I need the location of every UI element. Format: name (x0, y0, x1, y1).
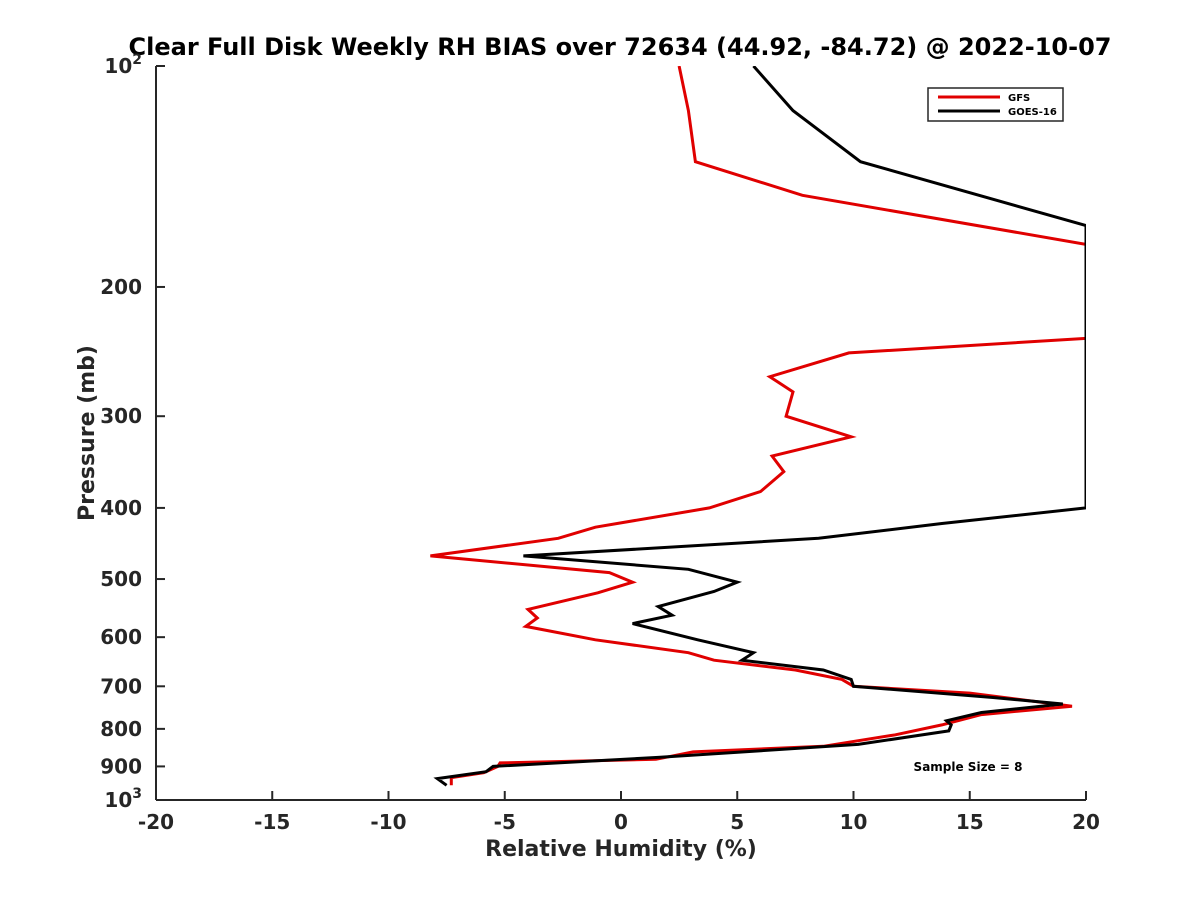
legend-label-goes-16: GOES-16 (1008, 107, 1057, 118)
y-tick-label: 900 (100, 754, 142, 778)
x-tick-label: -10 (370, 810, 406, 834)
axes-layer: -20 -15 -10 -5 0 5 10 15 20 102 200 300 400 500 600 700… (100, 52, 1100, 834)
chart-title: Clear Full Disk Weekly RH BIAS over 7263… (129, 33, 1112, 61)
x-tick-label: 20 (1072, 810, 1100, 834)
y-tick-label: 700 (100, 674, 142, 698)
x-tick-label: -20 (138, 810, 174, 834)
y-tick-label: 103 (104, 786, 142, 812)
y-tick-label: 500 (100, 567, 142, 591)
x-tick-label: -5 (494, 810, 516, 834)
plot-area: -20 -15 -10 -5 0 5 10 15 20 102 200 300 400 500 600 700… (100, 52, 1100, 834)
series-line-goes-16 (433, 66, 1086, 787)
legend-label-gfs: GFS (1008, 93, 1030, 104)
y-tick-label: 300 (100, 404, 142, 428)
x-tick-label: -15 (254, 810, 290, 834)
y-axis-label: Pressure (mb) (75, 345, 100, 521)
y-tick-label: 102 (104, 52, 142, 78)
x-tick-label: 15 (956, 810, 984, 834)
series-layer (430, 66, 1086, 787)
y-tick-label: 800 (100, 717, 142, 741)
y-tick-label: 400 (100, 496, 142, 520)
sample-size-annotation: Sample Size = 8 (914, 760, 1023, 774)
x-tick-label: 0 (614, 810, 628, 834)
y-tick-label: 600 (100, 625, 142, 649)
x-tick-label: 10 (840, 810, 868, 834)
y-tick-label: 200 (100, 275, 142, 299)
x-tick-label: 5 (730, 810, 744, 834)
legend-box (927, 87, 1064, 122)
legend: GFS GOES-16 (927, 87, 1064, 122)
x-axis-label: Relative Humidity (%) (485, 837, 757, 862)
